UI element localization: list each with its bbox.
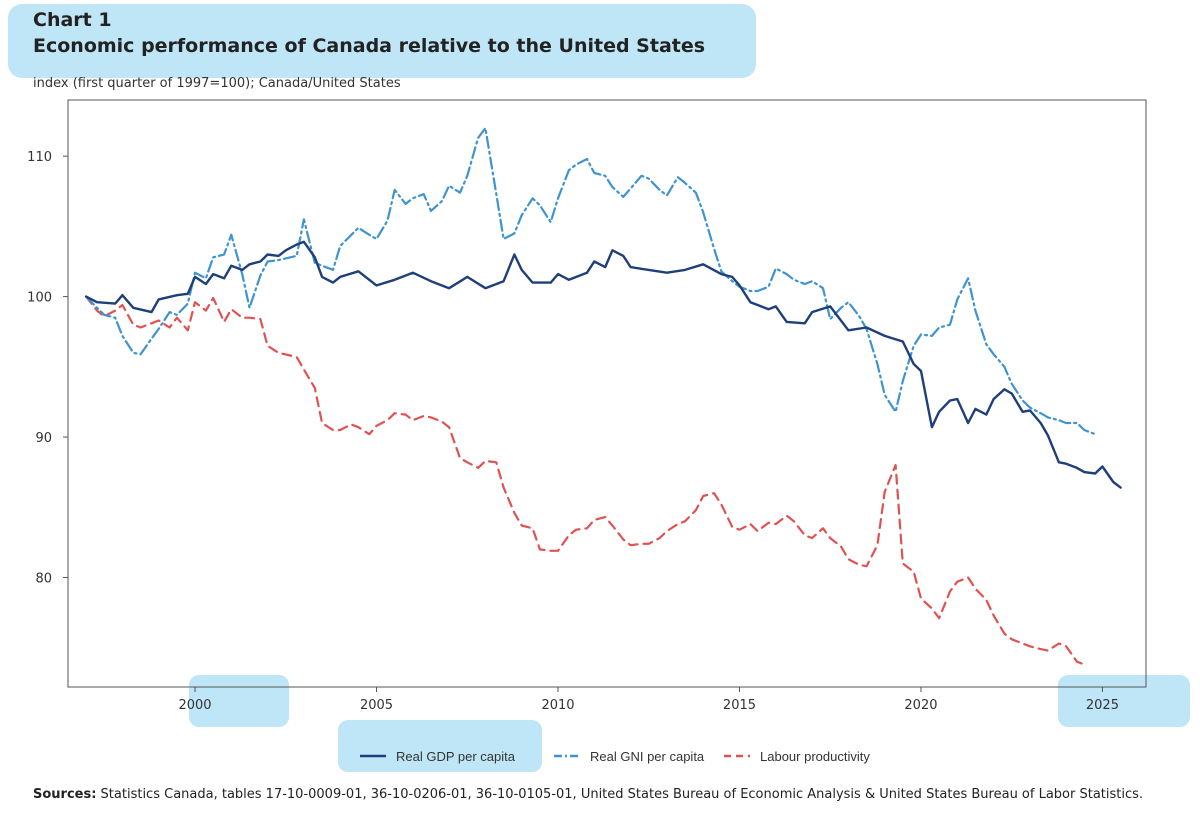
x-tick-label-2015: 2015	[723, 698, 756, 713]
legend-label-gdp: Real GDP per capita	[396, 749, 516, 764]
series-line-productivity	[85, 295, 1086, 666]
sources-note: Sources: Statistics Canada, tables 17-10…	[33, 786, 1173, 803]
x-tick-label-2010: 2010	[541, 698, 574, 713]
series-line-gdp	[84, 240, 1122, 489]
chart-title: Economic performance of Canada relative …	[33, 35, 706, 57]
tick-2025-highlight	[1058, 675, 1190, 727]
y-tick-label-90: 90	[35, 431, 52, 446]
series-line-gni	[85, 127, 1097, 436]
tick-2000-highlight	[189, 675, 289, 727]
legend-label-productivity: Labour productivity	[760, 749, 870, 764]
x-tick-label-2020: 2020	[904, 698, 937, 713]
chart-subtitle: index (first quarter of 1997=100); Canad…	[33, 76, 401, 91]
chart-label: Chart 1	[33, 9, 112, 31]
x-tick-label-2005: 2005	[360, 698, 393, 713]
title-highlight	[8, 4, 756, 78]
y-tick-label-80: 80	[35, 571, 52, 586]
sources-label: Sources:	[33, 787, 97, 802]
sources-text: Statistics Canada, tables 17-10-0009-01,…	[96, 787, 1144, 802]
y-tick-label-110: 110	[27, 150, 52, 165]
x-tick-label-2025: 2025	[1086, 698, 1119, 713]
plot-frame	[67, 99, 1147, 688]
x-tick-label-2000: 2000	[178, 698, 211, 713]
y-tick-label-100: 100	[27, 291, 52, 306]
legend-gdp-highlight	[338, 720, 542, 772]
legend-label-gni: Real GNI per capita	[590, 749, 705, 764]
